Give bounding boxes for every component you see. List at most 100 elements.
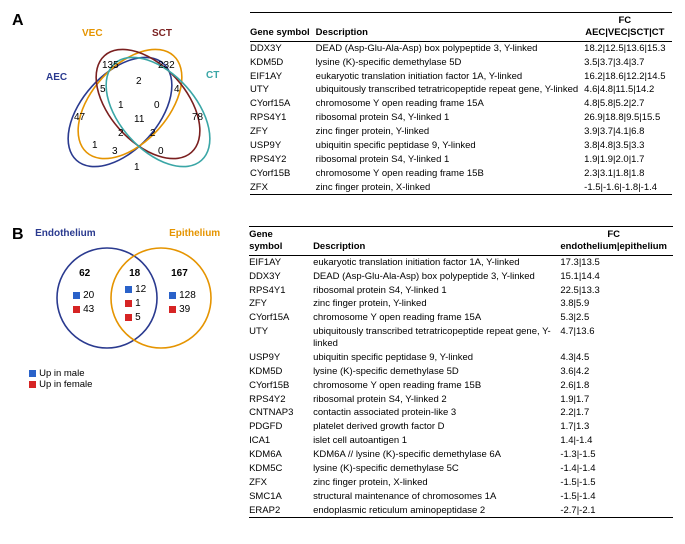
table-row: USP9Yubiquitin specific peptidase 9, Y-l…: [250, 139, 672, 153]
panel-a-label: A: [12, 12, 30, 30]
cell-sym: KDM6A: [249, 448, 313, 462]
venn-a-vec-sct-ct: 0: [154, 100, 160, 111]
cell-sym: PDGFD: [249, 420, 313, 434]
cell-fc: -1.4|-1.4: [560, 462, 673, 476]
venn-b-label-epi: Epithelium: [169, 228, 220, 239]
cell-desc: eukaryotic translation initiation factor…: [313, 255, 560, 269]
cell-desc: ubiquitin specific peptidase 9, Y-linked: [313, 351, 560, 365]
venn-b-endo-male: 20: [73, 290, 94, 301]
venn-a-aec-sct-ct: 2: [150, 128, 156, 139]
table-row: DDX3YDEAD (Asp-Glu-Ala-Asp) box polypept…: [249, 270, 673, 284]
venn-a-vec-ct: 0: [158, 146, 164, 157]
cell-sym: DDX3Y: [250, 41, 316, 55]
venn-a-aec-vec: 5: [100, 84, 106, 95]
cell-sym: UTY: [250, 83, 316, 97]
cell-sym: RPS4Y2: [249, 393, 313, 407]
cell-desc: structural maintenance of chromosomes 1A: [313, 490, 560, 504]
cell-desc: DEAD (Asp-Glu-Ala-Asp) box polypeptide 3…: [316, 41, 584, 55]
venn-a-aec-sct: 3: [112, 146, 118, 157]
cell-desc: lysine (K)-specific demethylase 5C: [313, 462, 560, 476]
table-row: KDM5Dlysine (K)-specific demethylase 5D3…: [250, 56, 672, 70]
venn-a-vec-sct: 2: [136, 76, 142, 87]
cell-fc: 15.1|14.4: [560, 270, 673, 284]
cell-fc: 3.9|3.7|4.1|6.8: [584, 125, 671, 139]
cell-sym: CYorf15B: [250, 167, 316, 181]
cell-desc: zinc finger protein, X-linked: [313, 476, 560, 490]
venn-b-both-f: 5: [125, 312, 141, 323]
cell-sym: RPS4Y2: [250, 153, 316, 167]
venn-a-aec-ct: 1: [92, 140, 98, 151]
venn-a-label-vec: VEC: [82, 28, 103, 39]
cell-desc: eukaryotic translation initiation factor…: [316, 70, 584, 84]
cell-desc: ribosomal protein S4, Y-linked 1: [316, 111, 584, 125]
venn-a-aec-only: 47: [74, 112, 85, 123]
cell-desc: ribosomal protein S4, Y-linked 1: [316, 153, 584, 167]
cell-fc: 5.3|2.5: [560, 311, 673, 325]
venn-a-label-aec: AEC: [46, 72, 67, 83]
cell-fc: -2.7|-2.1: [560, 504, 673, 518]
table-b-head-desc: Description: [313, 227, 560, 256]
cell-desc: lysine (K)-specific demethylase 5D: [316, 56, 584, 70]
cell-sym: ERAP2: [249, 504, 313, 518]
table-a-head-fc: FC AEC|VEC|SCT|CT: [584, 13, 671, 42]
cell-desc: ribosomal protein S4, Y-linked 1: [313, 284, 560, 298]
cell-fc: 3.5|3.7|3.4|3.7: [584, 56, 671, 70]
cell-desc: KDM6A // lysine (K)-specific demethylase…: [313, 448, 560, 462]
cell-fc: -1.3|-1.5: [560, 448, 673, 462]
cell-desc: chromosome Y open reading frame 15B: [316, 167, 584, 181]
panel-b: B Endothelium Epithelium 62 18 167 20 43…: [12, 226, 673, 518]
table-row: RPS4Y2ribosomal protein S4, Y-linked 11.…: [250, 153, 672, 167]
table-row: ERAP2endoplasmic reticulum aminopeptidas…: [249, 504, 673, 518]
table-row: ZFYzinc finger protein, Y-linked3.9|3.7|…: [250, 125, 672, 139]
cell-sym: DDX3Y: [249, 270, 313, 284]
cell-desc: zinc finger protein, Y-linked: [313, 297, 560, 311]
cell-sym: RPS4Y1: [249, 284, 313, 298]
cell-fc: 2.2|1.7: [560, 406, 673, 420]
venn-a-ct-only: 78: [192, 112, 203, 123]
cell-fc: 2.3|3.1|1.8|1.8: [584, 167, 671, 181]
cell-sym: ICA1: [249, 434, 313, 448]
cell-sym: UTY: [249, 325, 313, 351]
cell-fc: 4.6|4.8|11.5|14.2: [584, 83, 671, 97]
venn-b-epi-male: 128: [169, 290, 196, 301]
cell-desc: zinc finger protein, Y-linked: [316, 125, 584, 139]
venn-a-sct-only: 232: [158, 60, 175, 71]
table-row: ZFYzinc finger protein, Y-linked3.8|5.9: [249, 297, 673, 311]
table-row: RPS4Y1ribosomal protein S4, Y-linked 122…: [249, 284, 673, 298]
table-row: CYorf15Bchromosome Y open reading frame …: [250, 167, 672, 181]
venn-b-legend: Up in male Up in female: [29, 368, 239, 390]
cell-sym: USP9Y: [249, 351, 313, 365]
cell-desc: chromosome Y open reading frame 15A: [313, 311, 560, 325]
table-row: SMC1Astructural maintenance of chromosom…: [249, 490, 673, 504]
table-b: Gene symbol Description FC endothelium|e…: [249, 226, 673, 518]
table-a: Gene symbol Description FC AEC|VEC|SCT|C…: [250, 12, 672, 195]
venn-b-endo-female: 43: [73, 304, 94, 315]
table-row: CYorf15Achromosome Y open reading frame …: [250, 97, 672, 111]
cell-sym: KDM5C: [249, 462, 313, 476]
cell-sym: KDM5D: [250, 56, 316, 70]
table-row: ZFXzinc finger protein, X-linked-1.5|-1.…: [250, 181, 672, 195]
cell-sym: CYorf15B: [249, 379, 313, 393]
venn-a-vec-only: 135: [102, 60, 119, 71]
cell-fc: 18.2|12.5|13.6|15.3: [584, 41, 671, 55]
panel-b-label: B: [12, 226, 29, 244]
table-row: EIF1AYeukaryotic translation initiation …: [250, 70, 672, 84]
venn-b-endo-only: 62: [79, 268, 90, 279]
venn-b-both: 18: [129, 268, 140, 279]
cell-sym: CYorf15A: [249, 311, 313, 325]
venn-b-column: Endothelium Epithelium 62 18 167 20 43 1…: [29, 226, 239, 390]
venn-a: AEC VEC SCT CT 47 135 232 78 5 2 4 1 1 0…: [30, 12, 240, 212]
cell-desc: ubiquitously transcribed tetratricopepti…: [313, 325, 560, 351]
cell-fc: 1.9|1.9|2.0|1.7: [584, 153, 671, 167]
cell-sym: SMC1A: [249, 490, 313, 504]
cell-desc: chromosome Y open reading frame 15B: [313, 379, 560, 393]
venn-a-sct-ct: 4: [174, 84, 180, 95]
cell-fc: 3.6|4.2: [560, 365, 673, 379]
table-row: ICA1islet cell autoantigen 11.4|-1.4: [249, 434, 673, 448]
table-row: CYorf15Bchromosome Y open reading frame …: [249, 379, 673, 393]
cell-fc: 4.7|13.6: [560, 325, 673, 351]
venn-a-aec-vec-ct: 2: [118, 128, 124, 139]
table-a-head-sym: Gene symbol: [250, 13, 316, 42]
venn-b-both-m1: 12: [125, 284, 146, 295]
cell-sym: ZFX: [250, 181, 316, 195]
